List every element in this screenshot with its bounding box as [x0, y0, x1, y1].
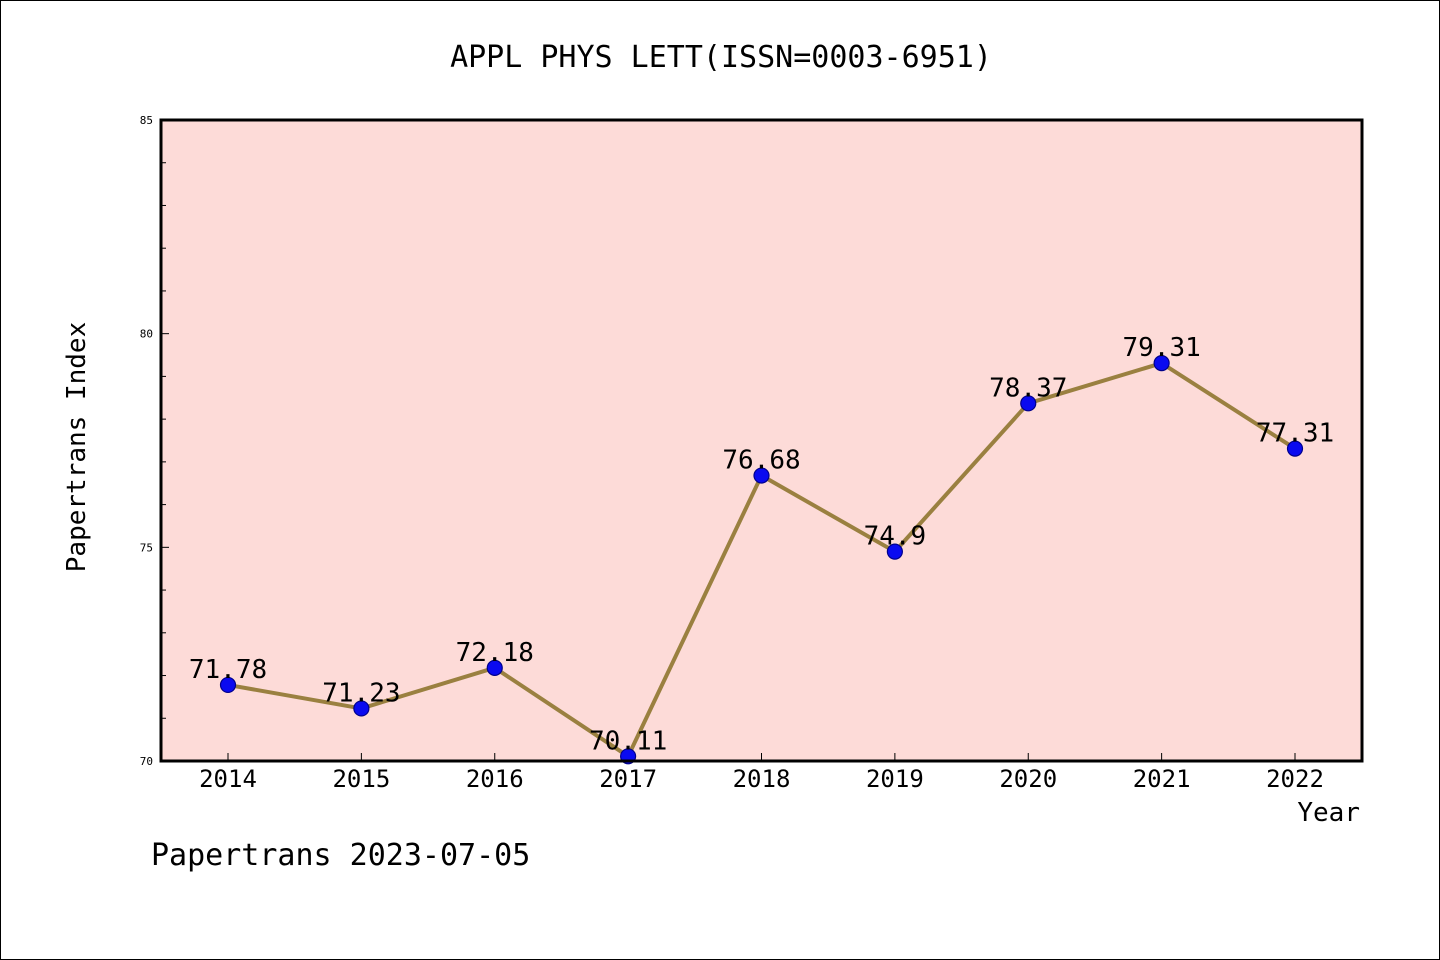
- x-tick-label: 2014: [199, 765, 257, 793]
- x-tick-label: 2018: [733, 765, 791, 793]
- data-point-2020: [1020, 395, 1037, 412]
- data-label-2016: 72.18: [456, 638, 534, 668]
- data-labels-group: 71.78 71.23 72.18 70.11 76.68 74.9 78.37 79.31 7…: [189, 333, 1334, 756]
- y-tick-label: 75: [140, 541, 153, 554]
- chart-title: APPL PHYS LETT(ISSN=0003-6951): [450, 40, 992, 75]
- plot-area: [161, 120, 1362, 761]
- plot-border: [159, 118, 1364, 763]
- x-tick-label: 2019: [866, 765, 924, 793]
- x-tick-label: 2020: [999, 765, 1057, 793]
- x-tick-label: 2016: [466, 765, 524, 793]
- y-tick-label: 70: [140, 755, 153, 768]
- x-axis-label: Year: [1297, 798, 1360, 828]
- x-tick-label: 2017: [599, 765, 657, 793]
- footer-date: Papertrans 2023-07-05: [151, 838, 530, 873]
- data-point-2022: [1286, 440, 1304, 457]
- data-point-2016: [486, 659, 503, 676]
- data-label-2017: 70.11: [589, 726, 667, 756]
- x-axis: 2014 2015 2016 2017 2018 2019 2020 2021 2022: [199, 753, 1324, 793]
- data-label-2019: 74.9: [864, 522, 927, 552]
- data-label-2021: 79.31: [1122, 333, 1200, 363]
- data-point-2018: [753, 467, 770, 484]
- y-tick-label: 85: [140, 114, 153, 127]
- y-tick-label: 80: [140, 328, 153, 341]
- data-label-2022: 77.31: [1256, 419, 1334, 449]
- x-tick-label: 2022: [1266, 765, 1324, 793]
- data-label-2018: 76.68: [722, 446, 800, 476]
- data-point-2019: [886, 543, 903, 560]
- data-point-2015: [353, 700, 370, 717]
- x-tick-label: 2021: [1133, 765, 1191, 793]
- x-tick-label: 2015: [332, 765, 390, 793]
- data-point-2014: [219, 676, 237, 694]
- y-axis-label: Papertrans Index: [62, 322, 92, 572]
- data-label-2015: 71.23: [322, 678, 400, 708]
- data-point-2021: [1153, 355, 1170, 372]
- data-label-2020: 78.37: [989, 373, 1067, 403]
- data-label-2014: 71.78: [189, 655, 267, 685]
